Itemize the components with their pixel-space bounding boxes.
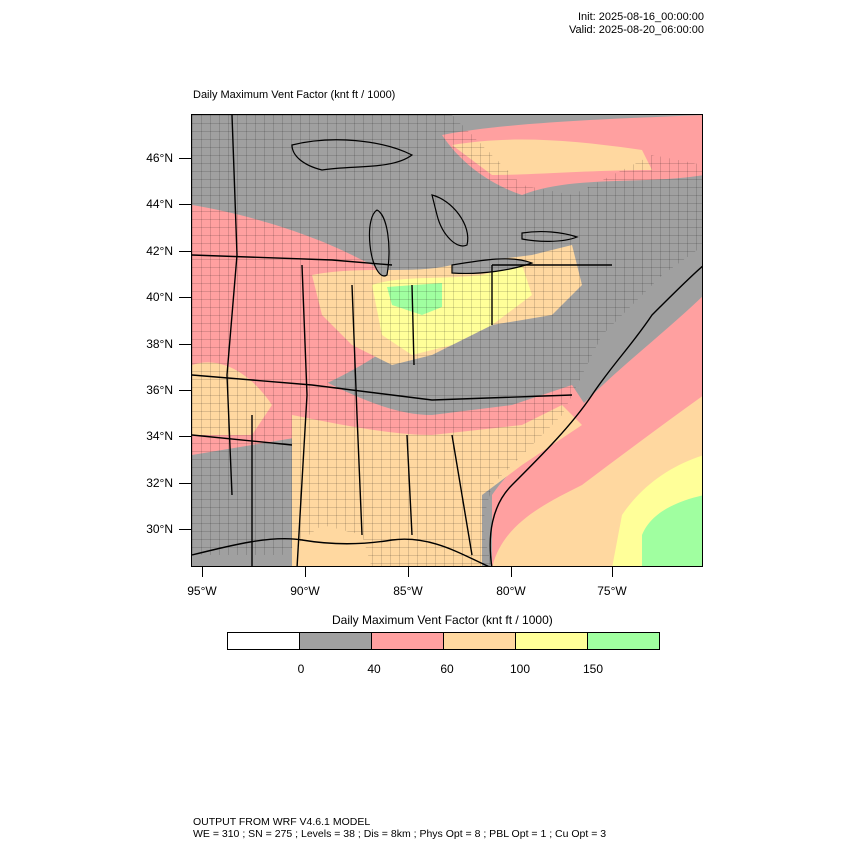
lat-tick — [179, 204, 191, 205]
lat-label-42n: 42°N — [146, 244, 173, 258]
colorbar-swatch — [299, 632, 372, 650]
colorbar-label: 0 — [297, 662, 305, 676]
lon-label-75w: 75°W — [597, 584, 627, 598]
run-time-header: Init: 2025-08-16_00:00:00 Valid: 2025-08… — [569, 11, 704, 37]
model-settings: WE = 310 ; SN = 275 ; Levels = 38 ; Dis … — [193, 828, 607, 840]
lat-tick — [179, 436, 191, 437]
lat-tick — [179, 483, 191, 484]
range-150-plus-area — [642, 495, 702, 566]
colorbar-label: 150 — [582, 662, 604, 676]
lat-tick — [179, 390, 191, 391]
colorbar-swatch — [371, 632, 444, 650]
atlantic-coastline — [489, 265, 702, 566]
colorbar-title: Daily Maximum Vent Factor (knt ft / 1000… — [332, 613, 553, 627]
lat-label-44n: 44°N — [146, 197, 173, 211]
lon-label-95w: 95°W — [187, 584, 217, 598]
lat-tick — [179, 344, 191, 345]
lat-label-34n: 34°N — [146, 429, 173, 443]
vent-factor-map — [191, 114, 703, 567]
map-canvas — [192, 115, 702, 566]
lat-tick — [179, 251, 191, 252]
lat-label-30n: 30°N — [146, 522, 173, 536]
lat-label-36n: 36°N — [146, 383, 173, 397]
lat-tick — [179, 529, 191, 530]
colorbar — [227, 632, 660, 650]
colorbar-label: 60 — [440, 662, 454, 676]
gulf-coastline — [192, 537, 490, 566]
state-boundaries — [192, 115, 612, 566]
lat-tick — [179, 297, 191, 298]
lat-label-40n: 40°N — [146, 290, 173, 304]
colorbar-swatch — [443, 632, 516, 650]
map-title: Daily Maximum Vent Factor (knt ft / 1000… — [193, 89, 396, 101]
lon-tick — [305, 567, 306, 577]
colorbar-swatch — [227, 632, 300, 650]
colorbar-label: 40 — [367, 662, 381, 676]
lon-tick — [408, 567, 409, 577]
valid-time: Valid: 2025-08-20_06:00:00 — [569, 24, 704, 36]
lon-label-80w: 80°W — [496, 584, 526, 598]
lon-tick — [612, 567, 613, 577]
colorbar-swatch — [515, 632, 588, 650]
lon-label-90w: 90°W — [290, 584, 320, 598]
lon-label-85w: 85°W — [393, 584, 423, 598]
lon-tick — [511, 567, 512, 577]
model-name: OUTPUT FROM WRF V4.6.1 MODEL — [193, 816, 371, 828]
colorbar-label: 100 — [509, 662, 531, 676]
init-time: Init: 2025-08-16_00:00:00 — [578, 11, 704, 23]
model-info-footer: OUTPUT FROM WRF V4.6.1 MODEL WE = 310 ; … — [193, 816, 606, 840]
lat-label-46n: 46°N — [146, 151, 173, 165]
lon-tick — [202, 567, 203, 577]
lat-label-32n: 32°N — [146, 476, 173, 490]
colorbar-swatch — [587, 632, 660, 650]
lat-label-38n: 38°N — [146, 337, 173, 351]
lat-tick — [179, 158, 191, 159]
